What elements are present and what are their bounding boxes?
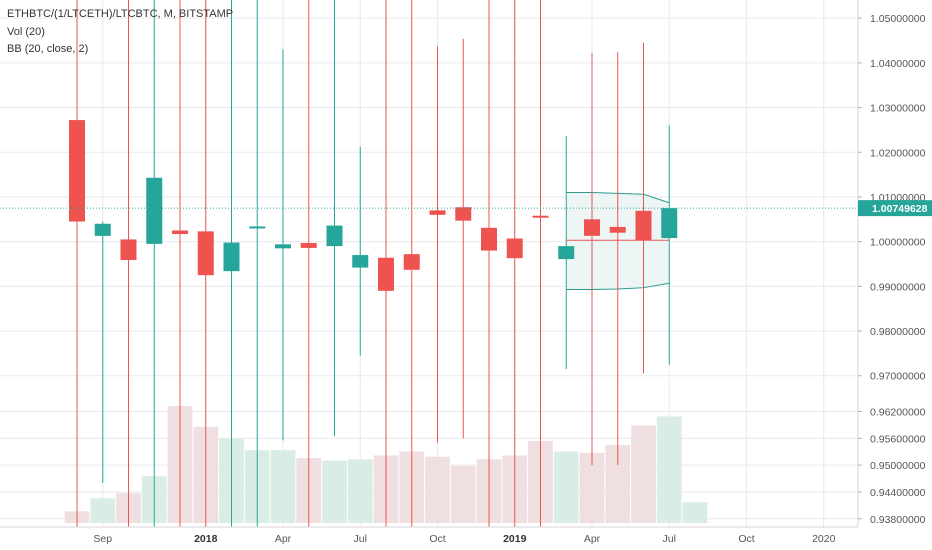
time-axis-background[interactable] (0, 527, 858, 550)
candle-body (94, 223, 111, 236)
volume-bar (270, 450, 296, 523)
volume-bar (656, 416, 682, 523)
candle-body (378, 257, 394, 291)
price-tick-label: 1.00000000 (870, 237, 926, 249)
volume-bar (347, 459, 373, 523)
candle-up (223, 0, 240, 527)
candle-down (506, 0, 523, 527)
candle-body (300, 242, 317, 248)
volume-indicator-label[interactable]: Vol (20) (7, 26, 45, 38)
price-tick-label: 0.95600000 (870, 433, 926, 445)
candle-body (481, 227, 497, 251)
volume-bar (90, 498, 116, 523)
candle-down (120, 0, 137, 527)
price-tick-label: 1.03000000 (870, 103, 926, 115)
time-tick-label: Apr (584, 533, 601, 545)
last-price-tag-value: 1.00749628 (872, 203, 928, 215)
candle-up (352, 146, 369, 356)
chart-legend: ETHBTC/(1/LTCETH)/LTCBTC, M, BITSTAMP Vo… (7, 8, 233, 55)
candle-down (584, 53, 600, 466)
candle-body (403, 254, 420, 270)
candle-body (197, 231, 214, 276)
price-tick-label: 1.04000000 (870, 58, 926, 70)
candle-body (635, 210, 652, 241)
candle-body (172, 230, 188, 235)
price-tick-label: 0.95000000 (870, 460, 926, 472)
candle-down (481, 0, 497, 527)
candle-body (249, 226, 266, 229)
time-tick-label: Apr (275, 533, 292, 545)
candlesticks (69, 0, 678, 527)
candle-body (146, 177, 163, 244)
candle-down (635, 42, 652, 374)
candle-up (661, 125, 678, 365)
candle-body (661, 208, 678, 239)
candle-body (506, 238, 523, 259)
candle-body (584, 219, 600, 236)
candle-body (429, 210, 446, 215)
candle-up (275, 49, 291, 441)
candle-body (455, 207, 472, 221)
symbol-title[interactable]: ETHBTC/(1/LTCETH)/LTCBTC, M, BITSTAMP (7, 8, 233, 20)
candle-body (275, 244, 291, 249)
candle-down (455, 38, 472, 439)
candle-body (558, 246, 575, 260)
volume-bar (682, 502, 708, 523)
time-tick-label: Jul (663, 533, 676, 545)
candle-down (172, 0, 188, 527)
candle-down (429, 46, 446, 443)
candle-body (120, 239, 137, 260)
candle-down (609, 51, 626, 466)
candle-down (300, 0, 317, 527)
last-price-tag: 1.00749628 (858, 200, 932, 217)
time-tick-label: Jul (354, 533, 367, 545)
time-tick-label: Sep (93, 533, 112, 545)
price-tick-label: 0.93800000 (870, 514, 926, 526)
time-tick-label: 2019 (503, 533, 527, 545)
candle-up (146, 0, 163, 527)
price-tick-label: 0.97000000 (870, 371, 926, 383)
price-tick-label: 0.99000000 (870, 281, 926, 293)
last-price-tag-box (858, 200, 932, 217)
volume-bar (450, 465, 476, 523)
candle-body (609, 226, 626, 233)
volume-bar (553, 451, 579, 523)
price-tick-label: 0.98000000 (870, 326, 926, 338)
candle-down (532, 0, 549, 527)
candle-body (69, 120, 85, 222)
price-axis-background[interactable] (858, 0, 932, 550)
candle-body (532, 215, 549, 218)
volume-bar (425, 456, 450, 523)
candle-down (403, 0, 420, 527)
candle-up (558, 136, 575, 370)
volume-bar (631, 425, 656, 523)
candle-down (197, 0, 214, 527)
candle-down (69, 0, 85, 527)
price-tick-label: 1.05000000 (870, 13, 926, 25)
candle-body (223, 242, 240, 272)
time-tick-label: Oct (738, 533, 754, 545)
time-axis-ticks: Sep 2018 Apr Jul Oct 2019 Apr Jul Oct 2020 (93, 533, 835, 545)
price-tick-label: 0.96200000 (870, 406, 926, 418)
price-tick-label: 0.94400000 (870, 487, 926, 499)
time-tick-label: 2020 (812, 533, 836, 545)
candle-down (378, 0, 394, 527)
candle-up (94, 221, 111, 484)
candle-up (249, 0, 266, 527)
bollinger-indicator-label[interactable]: BB (20, close, 2) (7, 43, 88, 55)
candle-body (352, 255, 369, 268)
price-axis-ticks: 1.05000000 1.04000000 1.03000000 1.02000000… (858, 13, 926, 526)
candle-body (326, 225, 343, 247)
time-tick-label: Oct (429, 533, 445, 545)
price-tick-label: 1.02000000 (870, 147, 926, 159)
volume-bar (322, 460, 347, 523)
candle-up (326, 0, 343, 437)
time-tick-label: 2018 (194, 533, 218, 545)
